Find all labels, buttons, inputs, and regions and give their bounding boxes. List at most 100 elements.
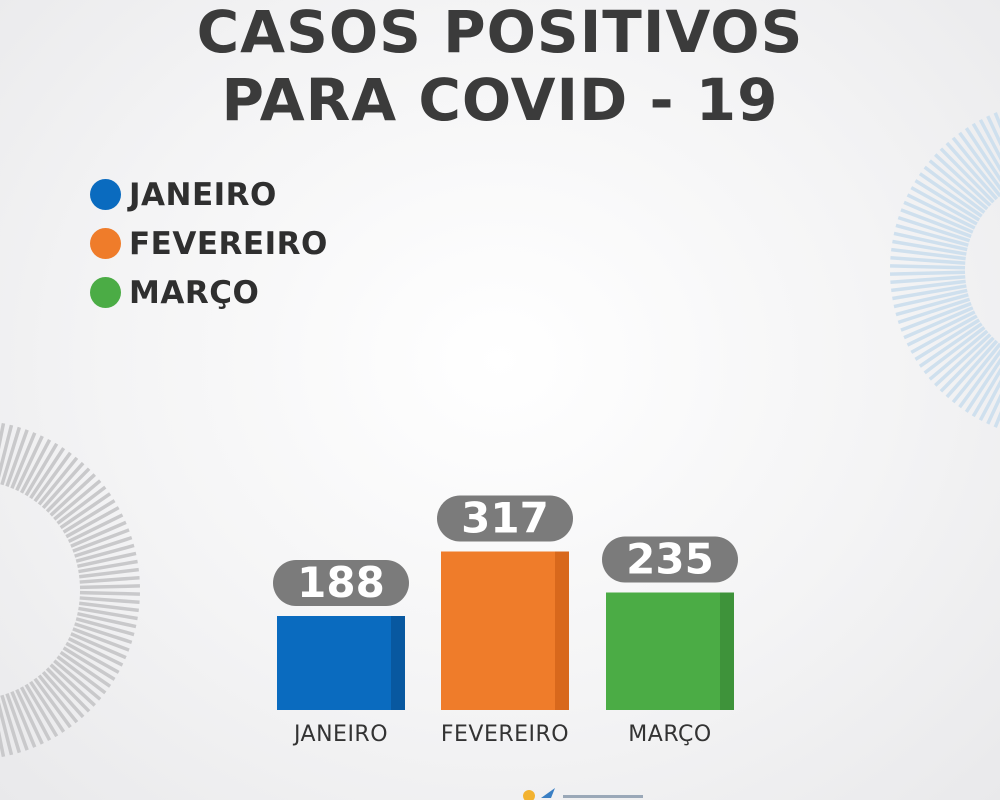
ring-right-tick xyxy=(897,215,971,243)
value-label-janeiro: 188 xyxy=(297,558,385,607)
ring-left-tick xyxy=(79,575,140,584)
ring-left-tick xyxy=(78,559,138,574)
ring-right-tick xyxy=(939,336,995,393)
ring-right-tick xyxy=(964,127,1000,183)
ring-left-tick xyxy=(45,467,91,513)
ring-left-tick xyxy=(5,429,29,487)
ring-right-tick xyxy=(945,339,999,399)
ring-right-tick xyxy=(951,136,1000,198)
category-label-fevereiro: FEVEREIRO xyxy=(441,722,569,747)
value-badge-fevereiro xyxy=(437,495,573,542)
category-label-marco: MARÇO xyxy=(628,722,711,747)
ring-right-tick xyxy=(939,147,995,204)
ring-right-tick xyxy=(893,231,968,252)
ring-right-tick xyxy=(891,247,966,261)
ring-left-tick xyxy=(70,520,127,548)
ring-right-tick xyxy=(903,200,974,234)
ring-left-tick xyxy=(62,646,116,681)
ring-right-tick xyxy=(890,255,966,265)
ring-right-tick xyxy=(903,306,974,340)
footer-logo xyxy=(523,788,643,800)
ring-left-tick xyxy=(79,596,140,605)
ring-right-tick xyxy=(934,153,992,207)
ring-left-tick xyxy=(49,473,96,517)
ring-left-tick xyxy=(56,485,107,525)
ring-left-tick xyxy=(0,730,6,758)
ring-right-tick xyxy=(928,159,989,211)
ring-right-tick xyxy=(895,293,969,317)
ring-left-tick xyxy=(65,506,120,539)
ring-left-tick xyxy=(62,499,116,534)
ring-right-tick xyxy=(914,179,981,222)
ring-right-tick xyxy=(890,270,966,276)
ring-right-tick xyxy=(910,314,978,354)
title-line-2: PARA COVID - 19 xyxy=(221,66,779,134)
ring-right-tick xyxy=(900,301,972,332)
legend-item-marco: MARÇO xyxy=(90,268,328,317)
legend-swatch-janeiro xyxy=(90,179,121,210)
ring-right-tick xyxy=(890,275,966,285)
ring-left-tick xyxy=(45,667,91,713)
ring-right-tick xyxy=(928,329,989,381)
bar-fevereiro xyxy=(441,551,569,710)
ring-right-tick xyxy=(892,239,967,256)
ring-right-tick xyxy=(906,193,976,230)
ring-right-tick xyxy=(914,318,981,361)
ring-right-tick xyxy=(891,279,966,293)
ring-right-tick xyxy=(958,131,1000,191)
bar-shade-fevereiro xyxy=(555,551,569,710)
ring-left-tick xyxy=(33,677,72,729)
ring-left-tick xyxy=(53,659,102,701)
ring-left-tick xyxy=(41,461,85,510)
ring-right-tick xyxy=(893,288,968,309)
ring-left-tick xyxy=(74,535,133,558)
ring-right-tick xyxy=(910,186,978,226)
value-badge-janeiro xyxy=(273,560,409,606)
value-label-fevereiro: 317 xyxy=(461,494,549,543)
ring-left-tick xyxy=(79,590,140,596)
ring-right-tick xyxy=(895,223,969,247)
ring-left-tick xyxy=(33,451,72,503)
ring-left-tick xyxy=(77,551,137,569)
ring-left-tick xyxy=(74,622,133,645)
ring-left-tick xyxy=(67,637,124,667)
ring-right-tick xyxy=(918,172,983,218)
bar-shade-marco xyxy=(720,592,734,710)
ring-right-tick xyxy=(900,208,972,239)
legend-label-janeiro: JANEIRO xyxy=(129,176,277,213)
ring-left-tick xyxy=(78,601,139,613)
bar-shade-janeiro xyxy=(391,616,405,710)
ring-right-tick xyxy=(971,367,1000,418)
ring-left-tick xyxy=(24,442,59,497)
ring-left-tick xyxy=(72,627,130,652)
ring-left-tick xyxy=(59,650,112,688)
bar-janeiro xyxy=(277,616,405,710)
ring-left-tick xyxy=(10,691,37,748)
ring-right-tick xyxy=(951,342,1000,404)
value-label-marco: 235 xyxy=(626,535,714,584)
legend-item-fevereiro: FEVEREIRO xyxy=(90,219,328,268)
ring-left-tick xyxy=(5,693,29,751)
ring-right-tick xyxy=(934,333,992,387)
ring-left-tick xyxy=(0,694,22,754)
ring-left-tick xyxy=(70,632,127,660)
ring-right-tick xyxy=(945,141,999,201)
ring-left-tick xyxy=(53,479,102,521)
legend-swatch-fevereiro xyxy=(90,228,121,259)
ring-left-tick xyxy=(78,567,139,579)
legend-label-marco: MARÇO xyxy=(129,274,260,311)
ring-right-tick xyxy=(890,264,966,270)
ring-right-tick xyxy=(897,297,971,325)
ring-left-tick xyxy=(37,456,79,506)
ring-left-tick xyxy=(0,422,6,450)
ring-left-tick xyxy=(15,435,44,492)
ring-right-tick xyxy=(958,349,1000,409)
ring-left-tick xyxy=(59,492,112,530)
bar-marco xyxy=(606,592,734,710)
legend-item-janeiro: JANEIRO xyxy=(90,170,328,219)
chart-title: CASOS POSITIVOS PARA COVID - 19 xyxy=(0,0,1000,134)
ring-left-tick xyxy=(10,432,37,489)
ring-left-tick xyxy=(24,683,59,738)
ring-left-tick xyxy=(77,611,137,629)
